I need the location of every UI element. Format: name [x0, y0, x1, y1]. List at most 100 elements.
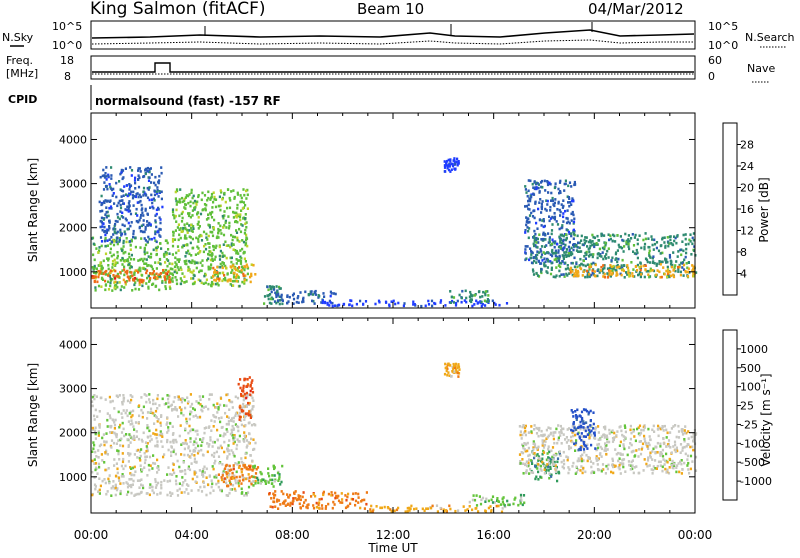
velocity-cell: [181, 441, 184, 445]
power-cell: [175, 220, 178, 223]
velocity-cell: [622, 445, 625, 448]
velocity-cell: [173, 471, 176, 475]
velocity-cell: [337, 494, 340, 498]
power-cell: [563, 251, 566, 254]
velocity-cell: [621, 433, 624, 437]
power-cell: [117, 275, 120, 278]
power-cell: [551, 223, 554, 226]
power-cell: [236, 269, 240, 272]
velocity-cell: [624, 426, 627, 429]
velocity-cell: [629, 442, 632, 445]
power-cell: [162, 269, 165, 272]
velocity-cell: [567, 471, 570, 475]
power-cell: [243, 265, 246, 269]
power-cell: [167, 270, 170, 274]
power-cell: [236, 191, 239, 195]
power-cell: [121, 189, 125, 193]
power-cell: [153, 193, 157, 197]
power-cell: [292, 297, 296, 301]
velocity-cell: [166, 440, 169, 444]
velocity-cell: [623, 424, 626, 427]
velocity-cell: [153, 414, 156, 417]
power-cell: [544, 252, 547, 255]
velocity-cell: [120, 431, 124, 434]
power-cell: [167, 274, 170, 278]
power-cell: [171, 253, 174, 256]
power-cell: [193, 208, 196, 211]
power-cell: [620, 264, 623, 267]
power-cell: [586, 245, 589, 248]
power-cell: [564, 209, 567, 213]
velocity-cell: [107, 477, 110, 481]
velocity-cell: [594, 426, 598, 429]
power-cell: [212, 248, 215, 252]
velocity-cell: [246, 383, 250, 386]
velocity-cell: [580, 418, 584, 421]
velocity-cell: [170, 450, 173, 454]
power-cell: [574, 268, 577, 272]
power-cell: [183, 275, 186, 278]
power-cell: [105, 206, 108, 209]
velocity-cell: [225, 393, 228, 397]
velocity-cell: [675, 448, 678, 451]
velocity-cell: [235, 443, 239, 447]
power-cell: [111, 263, 114, 266]
velocity-cell: [254, 441, 257, 445]
power-ytick-label: 4000: [59, 133, 87, 146]
power-cell: [536, 246, 539, 249]
velocity-cell: [672, 466, 675, 470]
power-cell: [165, 251, 168, 255]
power-cell: [575, 249, 579, 252]
power-cell: [122, 202, 125, 205]
velocity-cell: [581, 453, 584, 457]
velocity-cell: [115, 433, 118, 436]
velocity-cell: [573, 442, 576, 446]
velocity-cell: [254, 476, 257, 479]
velocity-cell: [611, 463, 614, 466]
velocity-cell: [606, 467, 609, 471]
velocity-cell: [116, 449, 119, 452]
power-cell: [216, 273, 219, 276]
velocity-cell: [661, 454, 665, 458]
power-cell: [93, 271, 96, 274]
velocity-cell: [551, 455, 554, 459]
power-cell: [154, 285, 157, 288]
velocity-cbar-tick-label: -500: [740, 456, 765, 469]
velocity-cell: [444, 366, 447, 370]
velocity-cell: [211, 440, 215, 444]
power-cell: [103, 201, 106, 204]
velocity-cell: [245, 492, 248, 495]
power-cell: [209, 198, 212, 201]
velocity-cell: [543, 464, 546, 468]
power-cell: [121, 169, 125, 172]
velocity-cell: [175, 475, 178, 478]
velocity-cell: [575, 465, 578, 469]
power-cell: [662, 266, 665, 269]
power-cell: [146, 169, 149, 173]
power-cell: [128, 204, 131, 207]
power-cell: [183, 199, 186, 203]
velocity-cell: [212, 489, 215, 492]
velocity-cell: [94, 429, 97, 433]
power-cell: [631, 272, 634, 275]
velocity-cell: [189, 449, 192, 453]
velocity-cell: [171, 425, 174, 428]
power-cell: [548, 219, 551, 223]
velocity-cell: [692, 432, 695, 436]
velocity-cell: [610, 470, 613, 474]
velocity-cell: [547, 447, 550, 451]
velocity-cell: [260, 472, 263, 476]
power-cell: [582, 263, 585, 267]
power-cell: [230, 260, 233, 264]
power-cell: [199, 279, 202, 283]
power-cell: [460, 296, 463, 300]
power-cell: [266, 285, 269, 289]
velocity-cell: [617, 466, 620, 469]
power-cell: [277, 292, 280, 296]
velocity-cell: [93, 394, 96, 397]
velocity-cell: [306, 506, 309, 510]
velocity-cell: [268, 492, 271, 495]
velocity-cell: [114, 486, 117, 490]
power-cell: [132, 204, 135, 207]
velocity-cell: [637, 448, 641, 451]
